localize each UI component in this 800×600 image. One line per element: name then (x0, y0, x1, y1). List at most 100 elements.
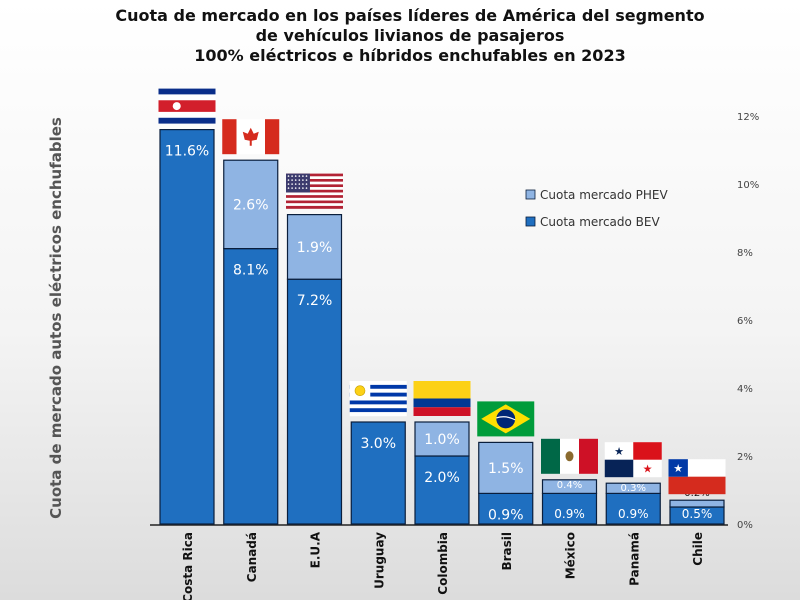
flag-stripe (286, 176, 343, 180)
category-label: México (564, 532, 578, 579)
flag-stripe (286, 173, 343, 177)
legend-label: Cuota mercado PHEV (540, 188, 669, 202)
flag-star (291, 175, 293, 177)
bar-bev (223, 248, 279, 525)
y-tick-label: 12% (737, 112, 759, 123)
data-label-phev: 1.5% (488, 461, 524, 477)
panama-flag: ★★ (604, 442, 662, 478)
bar-bev (286, 278, 343, 525)
flag-stripe (286, 192, 343, 196)
y-tick-label: 6% (737, 316, 753, 327)
flag-stripe (286, 200, 343, 204)
flag-star (298, 187, 301, 189)
data-label-phev: 1.0% (424, 432, 460, 448)
legend-label: Cuota mercado BEV (540, 215, 660, 229)
category-label: Canadá (245, 532, 259, 582)
flag-stripe (158, 88, 216, 95)
flag-stripe (158, 117, 216, 124)
flag-stripe (413, 407, 471, 416)
flag-stripe (349, 381, 407, 386)
flag-stripe (286, 181, 343, 185)
flag-stripe (286, 205, 343, 209)
data-label-bev: 2.0% (424, 470, 460, 486)
flag-stripe (413, 381, 471, 399)
flag-stripe (349, 408, 407, 413)
bar-phev (541, 479, 598, 494)
bar-group-4: 2.0% 1.0% Colombia (413, 381, 471, 595)
legend-swatch (525, 189, 536, 200)
colombia-flag (413, 381, 471, 416)
flag-star: ★ (643, 462, 653, 475)
chart-title: Cuota de mercado en los países líderes d… (0, 6, 800, 66)
flag-star (298, 175, 301, 177)
canada-flag (222, 119, 280, 155)
eagle-icon (565, 451, 574, 462)
flag-stripe (286, 187, 343, 190)
flag-star (294, 187, 297, 189)
flag-quarter (604, 459, 634, 478)
data-label-phev: 0.3% (621, 483, 646, 494)
category-label: Chile (691, 532, 705, 566)
title-line-2: de vehículos livianos de pasajeros (255, 26, 565, 45)
flag-band (496, 416, 516, 421)
flag-stripe (286, 189, 343, 193)
bar-phev (478, 441, 534, 494)
category-label: Colombia (436, 532, 450, 595)
flag-stripe (158, 100, 216, 112)
flag-star: ★ (673, 462, 683, 475)
bar-phev (223, 159, 279, 250)
bar-group-1: 8.1% 2.6% Canadá (222, 119, 280, 582)
data-label-phev: 0.4% (557, 480, 582, 491)
chile-flag: ★ (668, 459, 726, 495)
category-label: Uruguay (372, 532, 386, 589)
flag-star (302, 179, 304, 181)
flag-stripe (349, 392, 407, 397)
flag-stripe (413, 398, 471, 408)
flag-star (298, 179, 301, 181)
uruguay-flag (349, 381, 407, 417)
flag-star (302, 183, 304, 185)
bar-group-3: 3.0% Uruguay (349, 381, 407, 589)
bar-group-8: 0.5%0.2%★Chile (668, 459, 726, 566)
flag-globe (496, 409, 516, 429)
flag-stripe (349, 384, 407, 389)
bar-bev (159, 129, 215, 525)
category-label: E.U.A (309, 531, 323, 568)
flag-stripe (579, 438, 598, 474)
maple-leaf-icon (242, 127, 259, 146)
y-tick-label: 8% (737, 248, 753, 259)
flag-stripe (349, 396, 407, 401)
y-tick-label: 0% (737, 520, 753, 531)
flag-stripe (286, 195, 343, 199)
flag-star (305, 175, 308, 177)
flag-band (222, 119, 237, 155)
flag-star (294, 179, 297, 181)
brazil-flag (477, 401, 535, 437)
costa-rica-flag (158, 88, 216, 124)
flag-star (294, 175, 297, 177)
flag-star (294, 183, 297, 185)
flag-star (302, 175, 304, 177)
flag-star (287, 175, 290, 177)
flag-star (287, 187, 290, 189)
bar-bev (350, 421, 406, 525)
sun-icon (354, 385, 366, 397)
data-label-bev: 0.9% (618, 507, 649, 521)
bar-group-2: 7.2% 1.9% E.U.A (286, 173, 343, 568)
flag-stripe (349, 412, 407, 417)
bar-group-6: 0.9% 0.4% México (541, 438, 598, 579)
bar-bev (605, 492, 661, 525)
flag-star (287, 183, 290, 185)
y-tick-label: 10% (737, 180, 759, 191)
data-label-phev: 1.9% (297, 240, 333, 256)
bar-phev (669, 499, 725, 508)
flag-stripe (286, 178, 343, 182)
data-label-bev: 11.6% (165, 144, 209, 160)
flag-star (291, 183, 293, 185)
bar-bev (541, 492, 598, 525)
bar-phev (605, 482, 661, 495)
data-label-bev: 8.1% (233, 263, 269, 279)
flag-quarter (633, 442, 662, 460)
flag-star (291, 187, 293, 189)
